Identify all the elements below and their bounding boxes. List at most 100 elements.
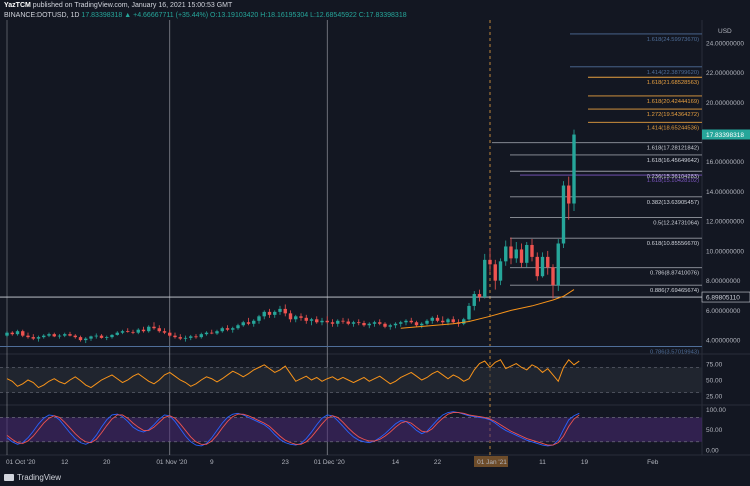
- fib-level-label: 1.618(16.45649642): [647, 158, 699, 164]
- candle-body: [42, 335, 46, 338]
- candle-body: [110, 334, 114, 338]
- price-tick-label: 16.00000000: [706, 159, 744, 166]
- candle-body: [525, 244, 529, 263]
- candle-body: [378, 322, 382, 324]
- tradingview-logo: TradingView: [4, 473, 61, 482]
- symbol-header: BINANCE:DOTUSD, 1D 17.83398318 ▲ +4.6666…: [4, 12, 407, 19]
- candle-body: [462, 319, 466, 324]
- tradingview-logo-text: TradingView: [17, 473, 62, 482]
- fib-level-label: 0.786(8.87410076): [650, 271, 699, 277]
- candle-body: [204, 332, 209, 335]
- stoch-k-line: [6, 411, 580, 447]
- candle-body: [257, 316, 261, 321]
- candle-body: [320, 320, 324, 323]
- publisher-name: YazTCM: [4, 2, 31, 9]
- candle-body: [498, 261, 503, 281]
- price-tick-label: 22.00000000: [706, 70, 744, 77]
- candle-body: [31, 337, 35, 339]
- candle-body: [162, 331, 167, 333]
- candle-body: [246, 322, 251, 324]
- last-price-label: 17.83398318: [706, 132, 744, 139]
- candle-body: [210, 332, 214, 334]
- candle-body: [215, 331, 219, 334]
- candle-body: [572, 134, 576, 204]
- candle-body: [546, 256, 550, 268]
- candle-body: [236, 325, 240, 329]
- candle-body: [105, 337, 109, 338]
- candle-body: [147, 326, 151, 332]
- candle-body: [136, 329, 140, 333]
- candle-body: [189, 336, 193, 338]
- stoch-tick-label: 50.00: [706, 427, 723, 434]
- candle-body: [299, 316, 303, 318]
- fib-level-label: 0.5(12.24731064): [653, 221, 699, 227]
- price-tick-label: 10.00000000: [706, 248, 744, 255]
- candle-body: [388, 325, 392, 327]
- candle-body: [561, 185, 566, 244]
- candle-body: [535, 256, 539, 277]
- fib-level-label: 1.618(20.42444169): [647, 99, 699, 105]
- publish-header: YazTCM published on TradingView.com, Jan…: [4, 2, 232, 9]
- candle-body: [519, 249, 524, 263]
- candle-body: [94, 335, 98, 337]
- time-tick-label: 19: [581, 459, 589, 466]
- candle-body: [57, 335, 62, 337]
- candle-body: [551, 267, 555, 286]
- price-tick-label: 4.00000000: [706, 338, 741, 345]
- time-tick-label: 01 Nov '20: [156, 459, 187, 466]
- stoch-tick-label: 0.00: [706, 447, 719, 454]
- time-tick-label: 01 Oct '20: [6, 459, 36, 466]
- time-tick-label: 11: [539, 459, 546, 466]
- time-tick-label: 22: [434, 459, 442, 466]
- candle-body: [89, 336, 93, 339]
- candle-body: [252, 320, 256, 324]
- candle-body: [225, 328, 230, 330]
- candle-body: [325, 320, 329, 323]
- candle-body: [425, 320, 429, 324]
- candle-body: [273, 311, 277, 315]
- moving-average-line: [400, 289, 575, 329]
- publish-info: published on TradingView.com, January 16…: [32, 2, 233, 9]
- candle-body: [441, 320, 445, 323]
- candle-body: [414, 322, 419, 326]
- candle-body: [315, 319, 319, 323]
- candle-body: [152, 326, 156, 329]
- candle-body: [68, 334, 72, 336]
- candle-body: [267, 311, 272, 315]
- fib-level-label: 1.618(21.68528563): [647, 80, 699, 86]
- candle-body: [47, 334, 51, 336]
- price-tick-label: 24.00000000: [706, 40, 744, 47]
- price-tick-label: 20.00000000: [706, 100, 744, 107]
- price-tick-label: 14.00000000: [706, 189, 744, 196]
- candle-body: [231, 328, 235, 330]
- ohlc-values: 17.83398318 ▲ +4.66667711 (+35.44%) O:13…: [81, 12, 407, 19]
- candle-body: [540, 256, 545, 277]
- time-tick-label: Feb: [647, 459, 659, 466]
- candle-body: [367, 323, 371, 326]
- candle-body: [446, 319, 450, 323]
- price-tick-label: 6.00000000: [706, 308, 741, 315]
- time-tick-label: 14: [392, 459, 400, 466]
- candle-body: [477, 294, 482, 298]
- candle-body: [362, 323, 366, 326]
- trading-chart[interactable]: 1.618(24.59973670) 1.414(22.38799620) 1.61…: [0, 0, 750, 470]
- candle-body: [409, 320, 413, 323]
- rsi-tick-label: 50.00: [706, 378, 723, 385]
- candle-body: [36, 337, 41, 339]
- candle-body: [567, 185, 571, 204]
- time-tick-label: 20: [103, 459, 111, 466]
- candle-body: [514, 249, 518, 259]
- price-tick-label: 8.00000000: [706, 278, 741, 285]
- candle-body: [126, 331, 130, 332]
- candle-body: [178, 337, 182, 339]
- time-tick-label: 12: [61, 459, 69, 466]
- candle-body: [509, 246, 513, 259]
- candle-body: [372, 322, 377, 324]
- candle-body: [488, 259, 492, 265]
- candle-body: [288, 313, 293, 320]
- candle-body: [451, 319, 455, 323]
- candle-body: [294, 316, 298, 320]
- candle-body: [420, 323, 424, 326]
- candle-body: [504, 246, 508, 262]
- candle-body: [304, 317, 308, 321]
